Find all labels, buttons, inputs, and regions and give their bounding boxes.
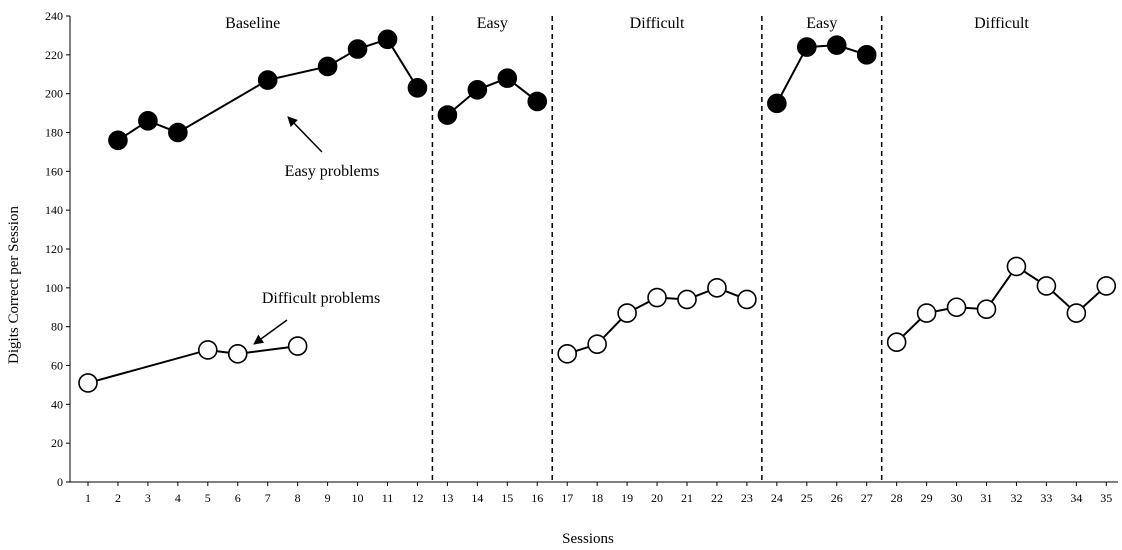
x-tick-label: 21 xyxy=(681,491,693,505)
x-tick-label: 16 xyxy=(531,491,543,505)
easy-problems-line xyxy=(775,44,868,104)
x-tick-label: 24 xyxy=(771,491,783,505)
x-tick-label: 10 xyxy=(352,491,364,505)
phase-label: Easy xyxy=(477,15,508,32)
difficult-problems-point xyxy=(1066,303,1087,323)
easy-problems-point xyxy=(108,130,128,151)
x-tick-label: 7 xyxy=(265,491,271,505)
easy-problems-point xyxy=(257,70,278,90)
difficult-problems-point xyxy=(587,334,607,354)
y-tick-label: 120 xyxy=(45,242,63,256)
x-tick-label: 27 xyxy=(861,491,873,505)
difficult-problems-line xyxy=(87,345,298,384)
x-tick-label: 12 xyxy=(411,491,423,505)
x-tick-label: 30 xyxy=(951,491,963,505)
x-tick-label: 9 xyxy=(325,491,331,505)
easy-problems-point xyxy=(437,105,458,125)
x-tick-label: 26 xyxy=(831,491,843,505)
easy-problems-point xyxy=(407,78,428,98)
phase-label: Easy xyxy=(806,15,837,32)
difficult-problems-point xyxy=(707,278,727,298)
x-tick-label: 13 xyxy=(441,491,453,505)
annotation-difficult-problems: Difficult problems xyxy=(262,290,380,307)
x-tick-label: 18 xyxy=(591,491,603,505)
x-tick-label: 32 xyxy=(1010,491,1022,505)
y-tick-label: 240 xyxy=(45,9,63,23)
difficult-problems-point xyxy=(1006,256,1027,277)
easy-problems-point xyxy=(168,122,188,143)
x-tick-label: 25 xyxy=(801,491,813,505)
x-tick-label: 34 xyxy=(1070,491,1082,505)
difficult-problems-point xyxy=(737,289,757,310)
difficult-problems-point xyxy=(227,344,248,364)
difficult-problems-point xyxy=(1096,276,1117,296)
x-tick-label: 6 xyxy=(235,491,241,505)
y-tick-label: 180 xyxy=(45,126,63,140)
difficult-problems-point xyxy=(557,344,578,364)
x-tick-label: 4 xyxy=(175,491,181,505)
y-tick-label: 60 xyxy=(51,359,63,373)
easy-problems-line xyxy=(446,76,538,116)
phase-label: Difficult xyxy=(630,15,685,32)
y-tick-label: 100 xyxy=(45,281,63,295)
difficult-problems-point xyxy=(647,287,667,308)
annotation-arrow-difficult xyxy=(253,319,288,345)
x-tick-label: 8 xyxy=(295,491,301,505)
x-tick-label: 20 xyxy=(651,491,663,505)
difficult-problems-point xyxy=(916,303,937,323)
y-tick-label: 80 xyxy=(51,320,63,334)
difficult-problems-point xyxy=(78,373,98,393)
y-tick-label: 0 xyxy=(57,475,63,489)
annotation-easy-problems: Easy problems xyxy=(285,163,380,180)
easy-problems-point xyxy=(826,35,847,55)
x-tick-label: 23 xyxy=(741,491,753,505)
x-tick-label: 22 xyxy=(711,491,723,505)
x-tick-label: 1 xyxy=(85,491,91,505)
x-tick-label: 5 xyxy=(205,491,211,505)
x-tick-label: 29 xyxy=(921,491,933,505)
x-tick-label: 31 xyxy=(981,491,993,505)
y-tick-label: 160 xyxy=(45,164,63,178)
easy-problems-point xyxy=(467,79,488,100)
x-axis-title: Sessions xyxy=(562,531,614,547)
difficult-problems-point xyxy=(886,332,907,353)
easy-problems-point xyxy=(767,93,787,114)
difficult-problems-point xyxy=(946,297,967,318)
y-axis-title: Digits Correct per Session xyxy=(6,206,22,364)
difficult-problems-point xyxy=(976,299,997,319)
easy-problems-point xyxy=(856,45,877,65)
difficult-problems-point xyxy=(617,303,637,323)
x-tick-label: 14 xyxy=(471,491,483,505)
easy-problems-point xyxy=(347,39,368,59)
y-tick-label: 200 xyxy=(45,87,63,101)
x-tick-label: 2 xyxy=(115,491,121,505)
difficult-problems-point xyxy=(677,289,697,310)
easy-problems-point xyxy=(377,29,398,50)
x-tick-label: 28 xyxy=(891,491,903,505)
y-tick-label: 40 xyxy=(51,397,63,411)
x-tick-label: 35 xyxy=(1100,491,1112,505)
y-tick-label: 20 xyxy=(51,436,63,450)
y-tick-label: 220 xyxy=(45,48,63,62)
easy-problems-point xyxy=(138,111,158,131)
x-tick-label: 3 xyxy=(145,491,151,505)
phase-label: Difficult xyxy=(974,15,1029,32)
difficult-problems-point xyxy=(198,340,218,360)
easy-problems-point xyxy=(497,68,518,88)
x-tick-label: 17 xyxy=(561,491,573,505)
x-tick-label: 11 xyxy=(382,491,394,505)
x-tick-label: 33 xyxy=(1040,491,1052,505)
difficult-problems-point xyxy=(1036,276,1057,296)
easy-problems-point xyxy=(796,37,817,57)
y-tick-label: 140 xyxy=(45,203,63,217)
difficult-problems-point xyxy=(287,336,308,356)
easy-problems-point xyxy=(317,56,338,77)
x-tick-label: 19 xyxy=(621,491,633,505)
annotation-arrow-easy xyxy=(287,116,323,153)
phase-label: Baseline xyxy=(225,15,280,32)
x-tick-label: 15 xyxy=(501,491,513,505)
easy-problems-point xyxy=(527,91,548,112)
